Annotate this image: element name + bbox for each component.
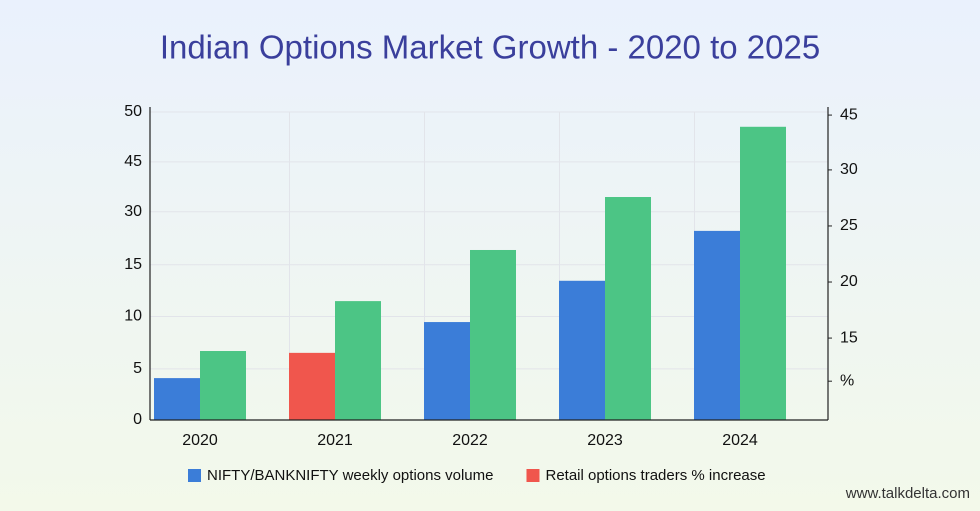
- x-tick-label: 2022: [452, 432, 488, 449]
- bar: [559, 280, 605, 420]
- bar: [424, 322, 470, 420]
- y-tick-label: 30: [124, 203, 142, 220]
- y-tick-label: 50: [124, 103, 142, 120]
- bar: [740, 126, 786, 420]
- y2-tick-label: 45: [840, 106, 858, 123]
- watermark: www.talkdelta.com: [845, 485, 970, 502]
- y2-tick-label: 15: [840, 329, 858, 346]
- chart-title: Indian Options Market Growth - 2020 to 2…: [160, 29, 820, 66]
- y2-tick-label: 20: [840, 273, 858, 290]
- y-tick-label: 5: [133, 360, 142, 377]
- x-tick-label: 2021: [317, 432, 353, 449]
- legend-swatch: [526, 469, 540, 482]
- x-tick-label: 2023: [587, 432, 623, 449]
- bar: [694, 230, 740, 420]
- legend-label: NIFTY/BANKNIFTY weekly options volume: [207, 467, 493, 484]
- bar: [605, 197, 651, 420]
- legend-label: Retail options traders % increase: [545, 467, 765, 484]
- x-tick-label: 2024: [722, 432, 758, 449]
- bar: [470, 249, 516, 420]
- y2-tick-label: %: [840, 372, 854, 389]
- bar: [200, 351, 246, 420]
- y-tick-label: 10: [124, 308, 142, 325]
- bar: [154, 378, 200, 420]
- y2-tick-label: 30: [840, 161, 858, 178]
- y-tick-label: 15: [124, 256, 142, 273]
- y-tick-label: 0: [133, 411, 142, 428]
- y-tick-label: 45: [124, 153, 142, 170]
- x-tick-label: 2020: [182, 432, 218, 449]
- bar: [289, 352, 335, 420]
- bar: [335, 301, 381, 420]
- legend-swatch: [188, 469, 201, 482]
- y2-tick-label: 25: [840, 217, 858, 234]
